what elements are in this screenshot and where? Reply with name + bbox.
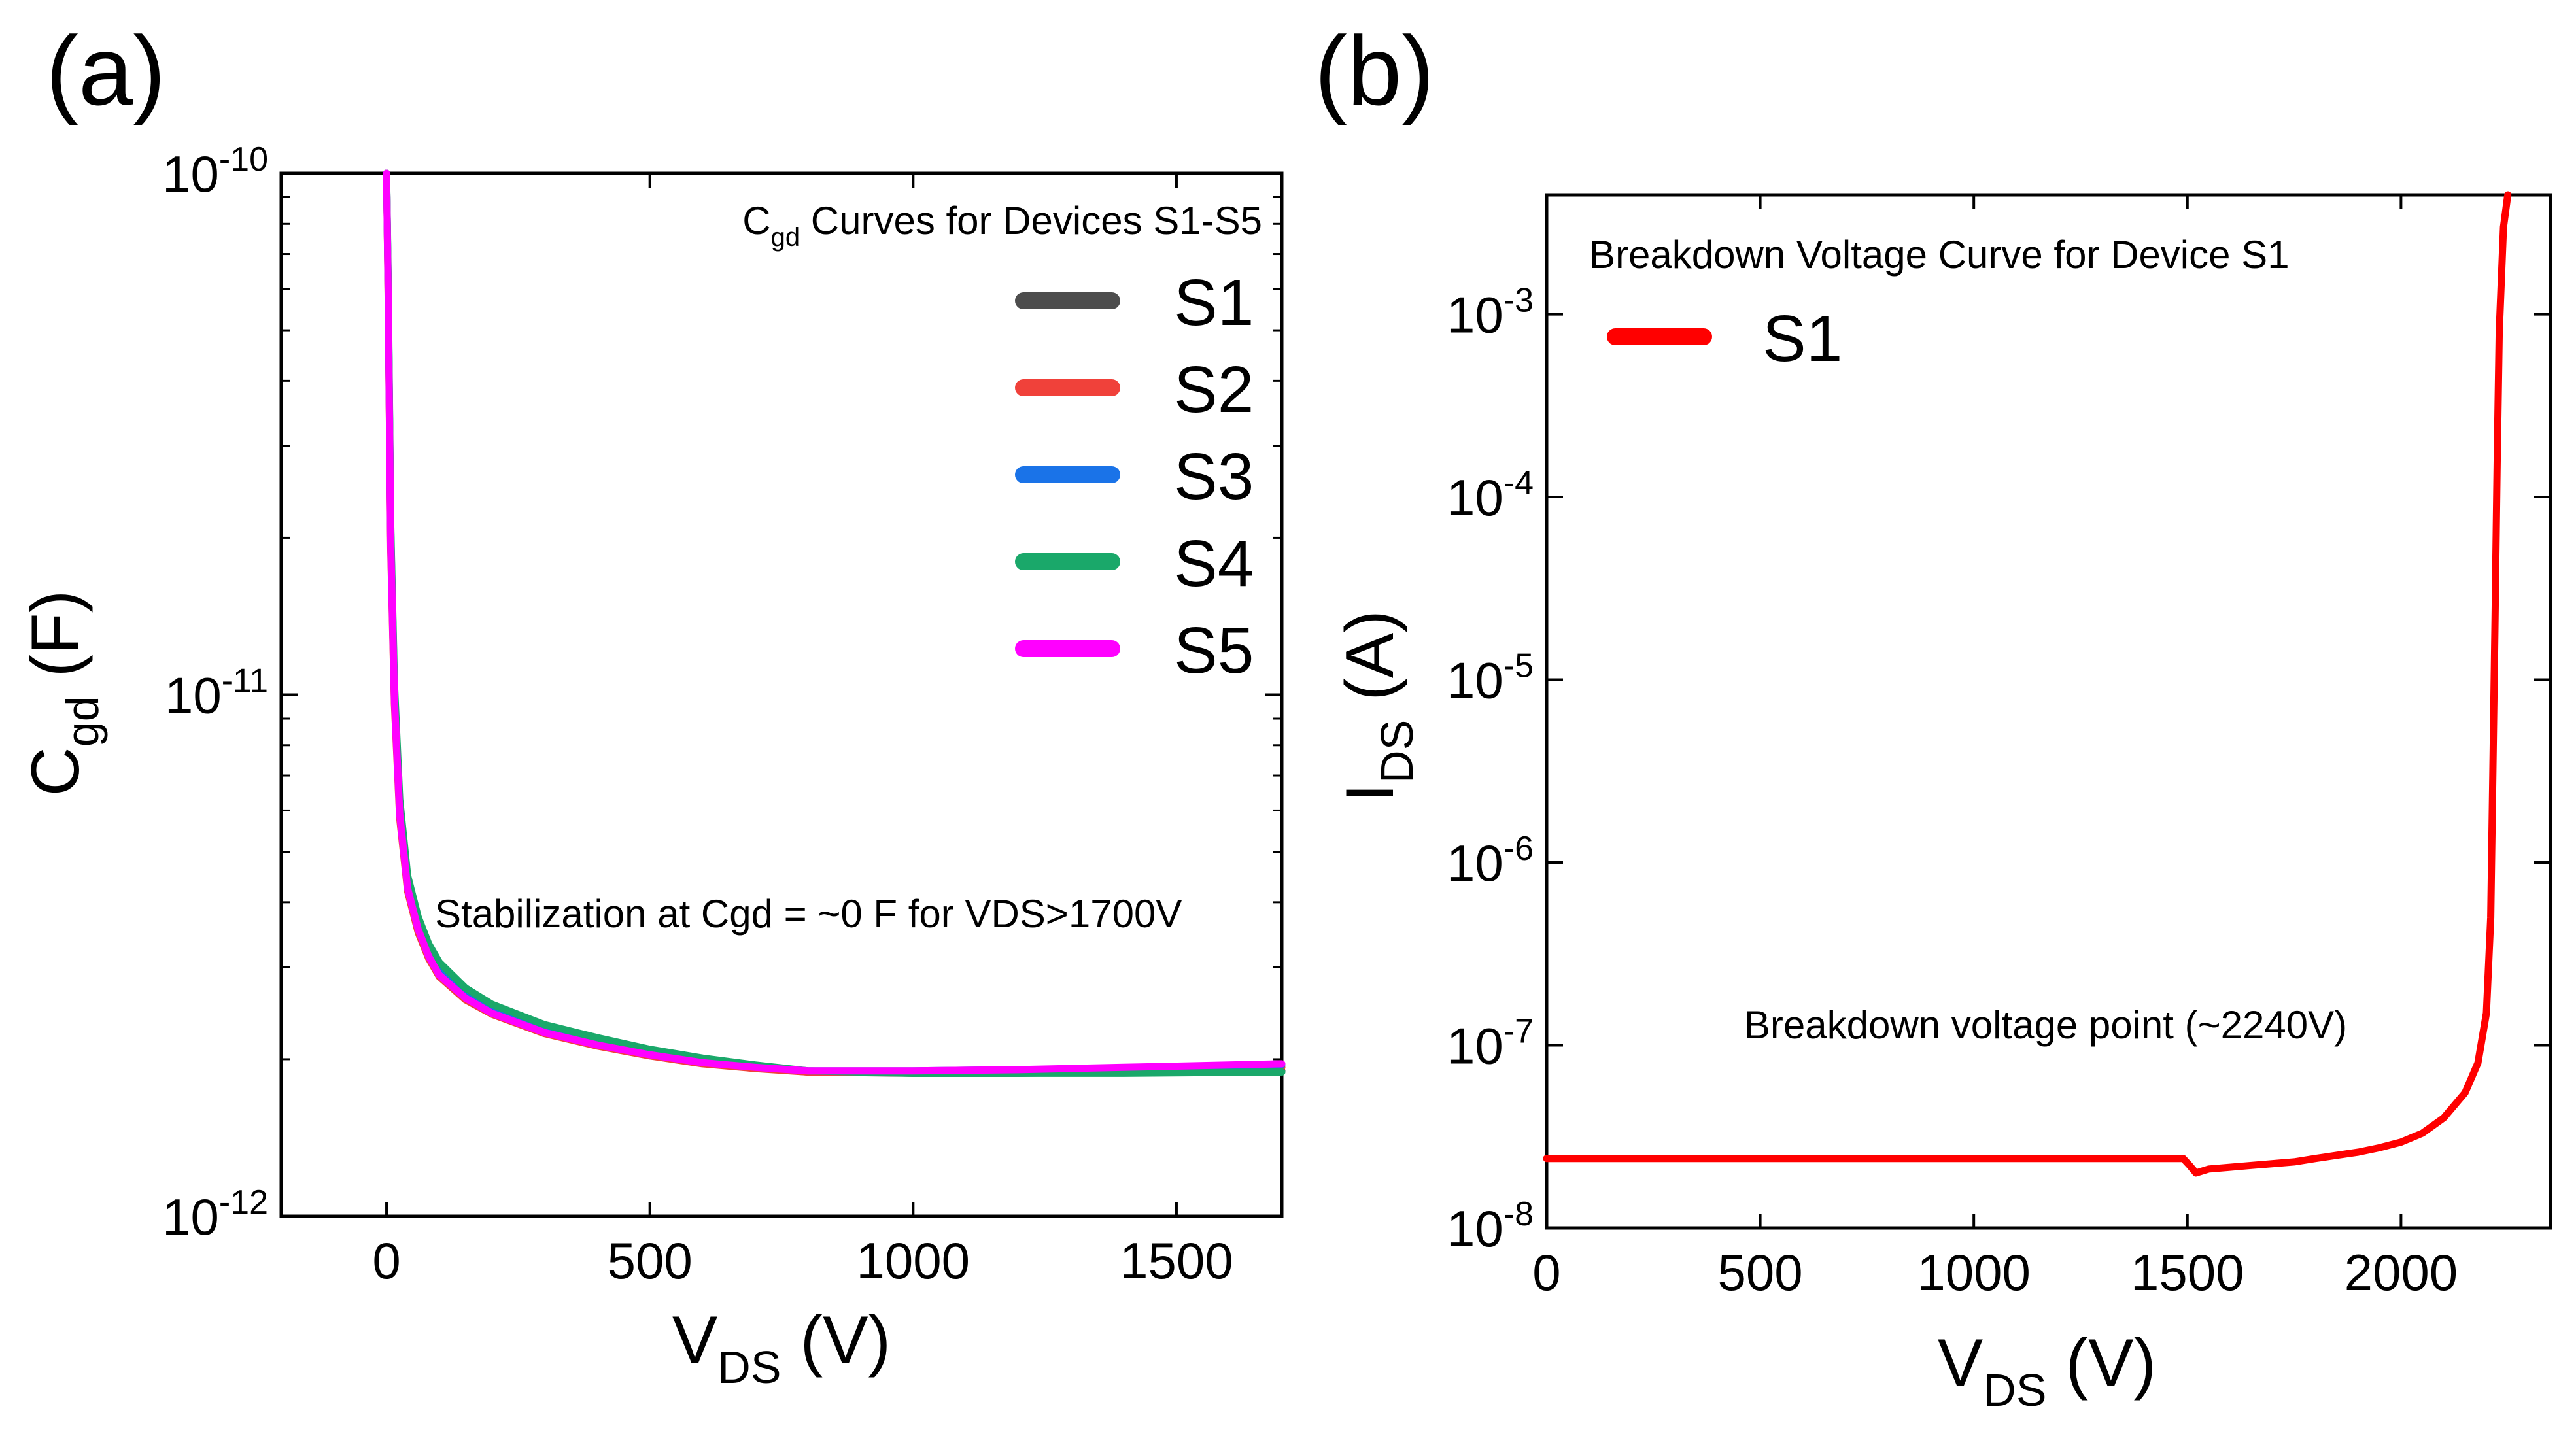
x-tick-label: 1500 xyxy=(2131,1244,2244,1301)
y-tick-label: 10-4 xyxy=(1447,464,1534,526)
x-tick-label: 2000 xyxy=(2344,1244,2458,1301)
x-tick-label: 500 xyxy=(608,1232,693,1289)
x-tick-label: 1000 xyxy=(857,1232,970,1289)
series-line-s4 xyxy=(383,169,1286,1077)
x-tick-label: 0 xyxy=(372,1232,400,1289)
legend-label-s4: S4 xyxy=(1174,527,1254,600)
legend-label-s2: S2 xyxy=(1174,353,1254,426)
x-axis-title: VDS (V) xyxy=(672,1303,891,1393)
series-line-s5 xyxy=(383,169,1286,1075)
y-axis-title: IDS (A) xyxy=(1332,610,1422,802)
x-axis-title: VDS (V) xyxy=(1938,1325,2156,1416)
panel-b-chart: (b) 0 500 1000 1500 2000 10-8 10-7 10-6 10-5 10-4 1… xyxy=(1314,16,2552,1416)
y-tick-label: 10-3 xyxy=(1447,282,1534,344)
x-tick-label: 500 xyxy=(1718,1244,1803,1301)
x-tick-label: 1500 xyxy=(1120,1232,1233,1289)
series-line-s1 xyxy=(1543,191,2512,1177)
annotation: Breakdown voltage point (~2240V) xyxy=(1744,1003,2347,1047)
panel-label: (b) xyxy=(1314,16,1434,126)
y-tick-label: 10-6 xyxy=(1447,830,1534,892)
y-tick-label: 10-7 xyxy=(1447,1013,1534,1075)
legend-label-s5: S5 xyxy=(1174,614,1254,687)
legend-label-s3: S3 xyxy=(1174,440,1254,513)
plot-frame xyxy=(279,171,1284,1218)
legend-title: Cgd Curves for Devices S1-S5 xyxy=(742,199,1262,252)
x-tick-label: 1000 xyxy=(1917,1244,2031,1301)
y-tick-label: 10-8 xyxy=(1447,1195,1534,1257)
annotation: Stabilization at Cgd = ~0 F for VDS>1700… xyxy=(435,892,1182,936)
y-tick-label: 10-12 xyxy=(162,1184,268,1246)
y-tick-label: 10-10 xyxy=(162,141,268,203)
y-tick-label: 10-11 xyxy=(165,662,268,725)
y-axis-title: Cgd (F) xyxy=(18,590,108,796)
panel-label: (a) xyxy=(46,16,165,126)
series-line-s1 xyxy=(383,169,1286,1077)
legend-label-s1: S1 xyxy=(1762,302,1842,375)
legend-label-s1: S1 xyxy=(1174,266,1254,339)
y-tick-label: 10-5 xyxy=(1447,647,1534,709)
series-line-s3 xyxy=(383,169,1286,1075)
x-tick-label: 0 xyxy=(1532,1244,1560,1301)
panel-a-chart: (a) 0 500 1000 1500 10-12 10-11 10-10 VDS (V) Cgd… xyxy=(18,16,1286,1393)
plot-frame xyxy=(1545,193,2552,1230)
series-line-s2 xyxy=(383,169,1286,1076)
legend-title: Breakdown Voltage Curve for Device S1 xyxy=(1589,233,2290,277)
